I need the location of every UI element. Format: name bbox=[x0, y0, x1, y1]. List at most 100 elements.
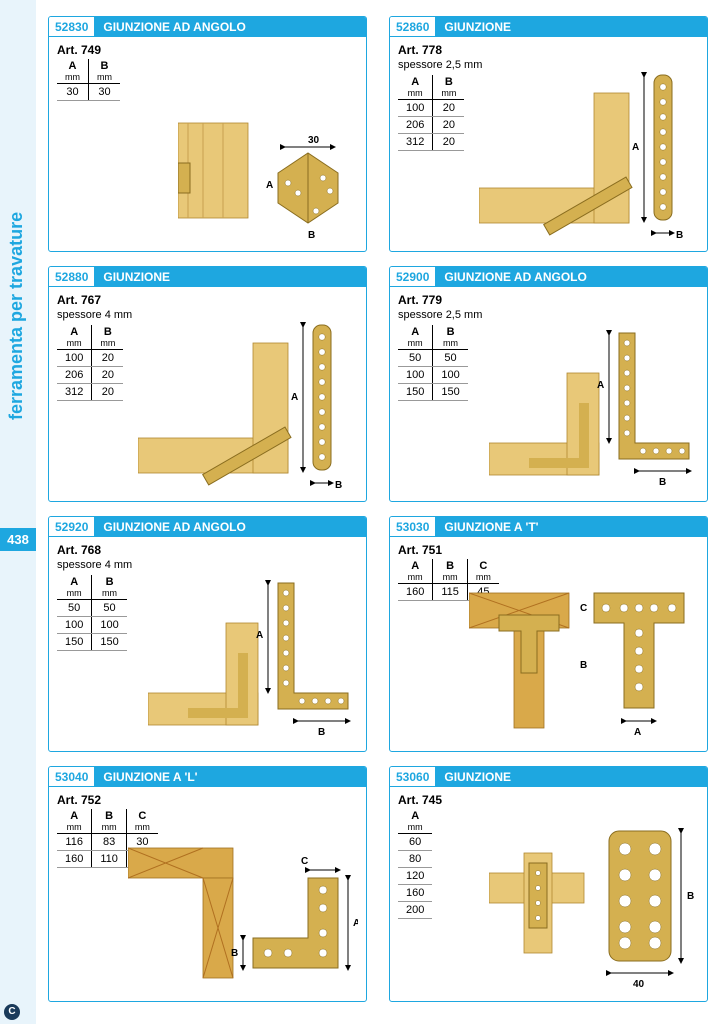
svg-text:B: B bbox=[318, 727, 325, 738]
product-card: 53030 GIUNZIONE A 'T' Art. 751 AmmBmmCmm… bbox=[389, 516, 708, 752]
product-code: 53060 bbox=[390, 767, 436, 787]
spec-row: 150150 bbox=[57, 634, 127, 651]
product-code: 53040 bbox=[49, 767, 95, 787]
spec-col-header: Bmm bbox=[92, 575, 127, 600]
spec-cell: 150 bbox=[92, 634, 127, 651]
product-illustration: A B bbox=[489, 323, 699, 493]
article-number: Art. 751 bbox=[398, 543, 699, 557]
product-card: 52830 GIUNZIONE AD ANGOLO Art. 749 AmmBm… bbox=[48, 16, 367, 252]
spec-row: 20620 bbox=[57, 367, 123, 384]
spec-row: 150150 bbox=[398, 384, 468, 401]
spec-col-header: Amm bbox=[57, 325, 92, 350]
svg-text:C: C bbox=[580, 603, 587, 614]
spec-table: AmmBmm 3030 bbox=[57, 59, 120, 101]
spec-table: AmmBmm 100202062031220 bbox=[398, 75, 464, 151]
spec-col-header: Amm bbox=[57, 809, 92, 834]
product-title: GIUNZIONE bbox=[436, 17, 707, 37]
spec-col-header: Bmm bbox=[89, 59, 121, 84]
svg-text:A: A bbox=[256, 630, 263, 641]
spec-col-header: Amm bbox=[57, 59, 89, 84]
article-number: Art. 768 bbox=[57, 543, 358, 557]
product-grid: 52830 GIUNZIONE AD ANGOLO Art. 749 AmmBm… bbox=[48, 16, 708, 1002]
spec-col-header: Amm bbox=[398, 809, 432, 834]
product-title: GIUNZIONE A 'L' bbox=[95, 767, 366, 787]
spec-cell: 80 bbox=[398, 851, 432, 868]
svg-text:B: B bbox=[676, 230, 683, 241]
product-illustration: A B bbox=[138, 313, 358, 493]
card-header: 53030 GIUNZIONE A 'T' bbox=[390, 517, 707, 537]
spec-cell: 20 bbox=[92, 384, 124, 401]
svg-text:B: B bbox=[335, 480, 342, 491]
spec-cell: 100 bbox=[92, 617, 127, 634]
spec-col-header: Bmm bbox=[433, 559, 468, 584]
article-number: Art. 779 bbox=[398, 293, 699, 307]
product-card: 52860 GIUNZIONE Art. 778 spessore 2,5 mm… bbox=[389, 16, 708, 252]
product-code: 52830 bbox=[49, 17, 95, 37]
spec-cell: 83 bbox=[92, 834, 127, 851]
spec-cell: 160 bbox=[57, 851, 92, 868]
spec-cell: 116 bbox=[57, 834, 92, 851]
spec-cell: 30 bbox=[57, 84, 89, 101]
spec-cell: 160 bbox=[398, 584, 433, 601]
spec-row: 5050 bbox=[398, 350, 468, 367]
spec-table: Amm 6080120160200 bbox=[398, 809, 432, 919]
product-illustration: A B bbox=[148, 573, 358, 743]
spec-row: 3030 bbox=[57, 84, 120, 101]
product-card: 53040 GIUNZIONE A 'L' Art. 752 AmmBmmCmm… bbox=[48, 766, 367, 1002]
product-title: GIUNZIONE AD ANGOLO bbox=[436, 267, 707, 287]
spec-row: 120 bbox=[398, 868, 432, 885]
spec-cell: 206 bbox=[398, 117, 433, 134]
spec-row: 160 bbox=[398, 885, 432, 902]
svg-text:B: B bbox=[659, 477, 666, 488]
spec-col-header: Amm bbox=[57, 575, 92, 600]
svg-text:30: 30 bbox=[308, 135, 320, 146]
svg-text:B: B bbox=[308, 230, 315, 241]
product-code: 52900 bbox=[390, 267, 436, 287]
article-number: Art. 749 bbox=[57, 43, 358, 57]
spec-cell: 100 bbox=[57, 350, 92, 367]
product-title: GIUNZIONE AD ANGOLO bbox=[95, 517, 366, 537]
spec-row: 80 bbox=[398, 851, 432, 868]
spec-cell: 312 bbox=[57, 384, 92, 401]
card-header: 52880 GIUNZIONE bbox=[49, 267, 366, 287]
product-title: GIUNZIONE AD ANGOLO bbox=[95, 17, 366, 37]
spec-col-header: Bmm bbox=[92, 325, 124, 350]
product-illustration: 30 A B bbox=[178, 93, 358, 243]
side-tab: ferramenta per travature bbox=[0, 0, 36, 1024]
product-card: 52880 GIUNZIONE Art. 767 spessore 4 mm A… bbox=[48, 266, 367, 502]
spec-cell: 50 bbox=[398, 350, 433, 367]
spec-cell: 50 bbox=[57, 600, 92, 617]
spec-cell: 20 bbox=[433, 134, 465, 151]
spec-cell: 115 bbox=[433, 584, 468, 601]
spec-row: 31220 bbox=[57, 384, 123, 401]
spec-cell: 150 bbox=[398, 384, 433, 401]
card-header: 52830 GIUNZIONE AD ANGOLO bbox=[49, 17, 366, 37]
spec-row: 10020 bbox=[57, 350, 123, 367]
svg-text:40: 40 bbox=[633, 979, 645, 990]
spec-cell: 20 bbox=[92, 367, 124, 384]
spec-cell: 150 bbox=[433, 384, 468, 401]
product-card: 52920 GIUNZIONE AD ANGOLO Art. 768 spess… bbox=[48, 516, 367, 752]
spec-row: 10020 bbox=[398, 100, 464, 117]
spec-row: 60 bbox=[398, 834, 432, 851]
spec-table: AmmBmm 5050100100150150 bbox=[398, 325, 468, 401]
spec-col-header: Bmm bbox=[433, 75, 465, 100]
spec-cell: 20 bbox=[92, 350, 124, 367]
spec-col-header: Cmm bbox=[126, 809, 158, 834]
product-code: 53030 bbox=[390, 517, 436, 537]
spec-row: 100100 bbox=[57, 617, 127, 634]
spec-row: 200 bbox=[398, 902, 432, 919]
product-card: 53060 GIUNZIONE Art. 745 Amm 60801201602… bbox=[389, 766, 708, 1002]
category-label: ferramenta per travature bbox=[6, 212, 27, 420]
page-number: 438 bbox=[0, 528, 36, 551]
svg-text:A: A bbox=[291, 392, 298, 403]
spec-cell: 100 bbox=[398, 367, 433, 384]
spec-table: AmmBmm 5050100100150150 bbox=[57, 575, 127, 651]
svg-text:B: B bbox=[687, 891, 694, 902]
svg-text:B: B bbox=[580, 660, 587, 671]
product-title: GIUNZIONE bbox=[95, 267, 366, 287]
spec-cell: 110 bbox=[92, 851, 127, 868]
article-number: Art. 778 bbox=[398, 43, 699, 57]
product-title: GIUNZIONE A 'T' bbox=[436, 517, 707, 537]
spec-col-header: Bmm bbox=[433, 325, 468, 350]
